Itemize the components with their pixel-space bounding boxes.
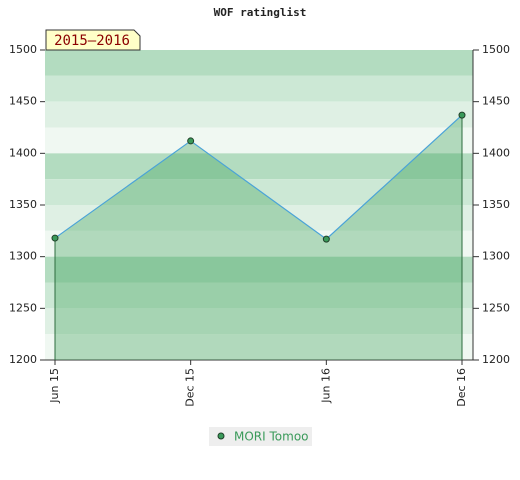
background-band xyxy=(45,230,473,257)
background-band xyxy=(45,205,473,231)
point xyxy=(51,234,59,242)
plot-area xyxy=(45,50,473,360)
y-tick-label: 1450 xyxy=(9,95,37,108)
point xyxy=(187,137,195,145)
y2-tick-label: 1450 xyxy=(482,95,510,108)
background-band xyxy=(45,308,473,335)
y2-tick-label: 1350 xyxy=(482,198,510,211)
y-tick-label: 1400 xyxy=(9,146,37,159)
x-tick-label: Dec 15 xyxy=(184,368,197,407)
x-tick-label: Jun 15 xyxy=(48,368,61,404)
background-band xyxy=(45,334,473,360)
y2-tick-label: 1300 xyxy=(482,250,510,263)
background-band xyxy=(45,75,473,102)
y-tick-label: 1250 xyxy=(9,301,37,314)
y-tick-label: 1200 xyxy=(9,353,37,366)
background-band xyxy=(45,50,473,76)
point xyxy=(458,111,466,119)
annotation-box xyxy=(45,29,141,51)
line xyxy=(54,114,463,240)
background-band xyxy=(45,256,473,283)
x-tick-label: Jun 16 xyxy=(319,368,332,404)
background-band xyxy=(45,101,473,128)
y2-tick-label: 1500 xyxy=(482,43,510,56)
y2-tick-label: 1250 xyxy=(482,301,510,314)
y2-tick-label: 1400 xyxy=(482,146,510,159)
chart-title: WOF ratinglist xyxy=(214,6,307,19)
y-tick-label: 1500 xyxy=(9,43,37,56)
background-band xyxy=(45,127,473,154)
y-tick-label: 1300 xyxy=(9,250,37,263)
background-band xyxy=(45,282,473,309)
y-tick-label: 1350 xyxy=(9,198,37,211)
point xyxy=(322,235,330,243)
x-tick-label: Dec 16 xyxy=(455,368,468,407)
legend-box xyxy=(209,427,312,446)
background-band xyxy=(45,179,473,205)
y2-tick-label: 1200 xyxy=(482,353,510,366)
legend-label: MORI Tomoo xyxy=(234,430,309,444)
legend-marker xyxy=(217,432,225,440)
area xyxy=(55,115,462,360)
annotation: 2015–2016 xyxy=(54,33,130,49)
background-band xyxy=(45,153,473,180)
